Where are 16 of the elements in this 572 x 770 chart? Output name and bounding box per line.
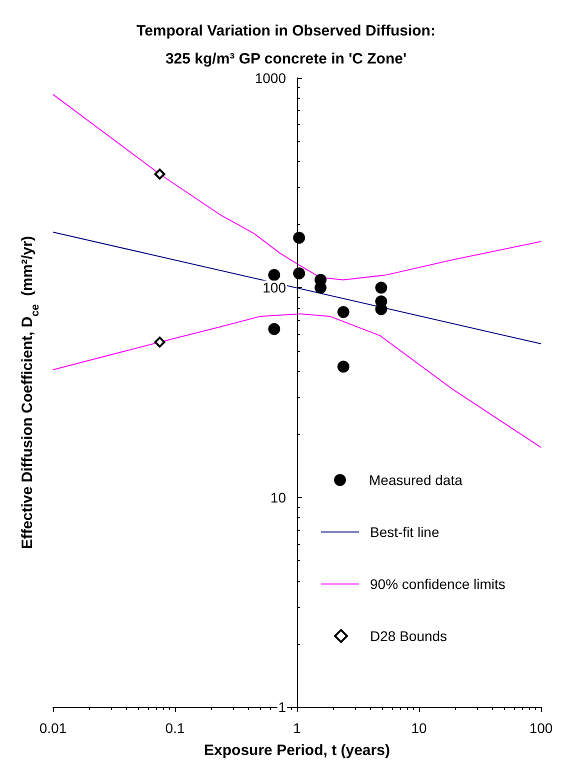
x-tick-label: 10 <box>411 720 427 736</box>
y-tick-label: 10 <box>270 489 286 506</box>
y-tick-label: 1000 <box>254 70 286 86</box>
y-tick-label: 1 <box>278 699 286 715</box>
x-tick-label: 100 <box>529 720 553 736</box>
legend-label: Measured data <box>369 472 463 488</box>
x-axis-title: Exposure Period, t (years) <box>204 742 390 759</box>
y-axis-title: Effective Diffusion Coefficient, Dce (mm²/yr) <box>19 236 42 550</box>
y-tick-label: 100 <box>262 280 286 296</box>
legend-label: 90% confidence limits <box>370 576 506 592</box>
chart-title: Temporal Variation in Observed Diffusion: 325 kg/m³ GP concrete in 'C Zone' <box>136 22 436 68</box>
x-tick-label: 0.01 <box>39 720 67 736</box>
legend-label: Best-fit line <box>370 524 440 540</box>
legend-label: D28 Bounds <box>370 628 448 644</box>
x-tick-label: 1 <box>293 720 302 736</box>
x-tick-label: 0.1 <box>165 720 185 736</box>
